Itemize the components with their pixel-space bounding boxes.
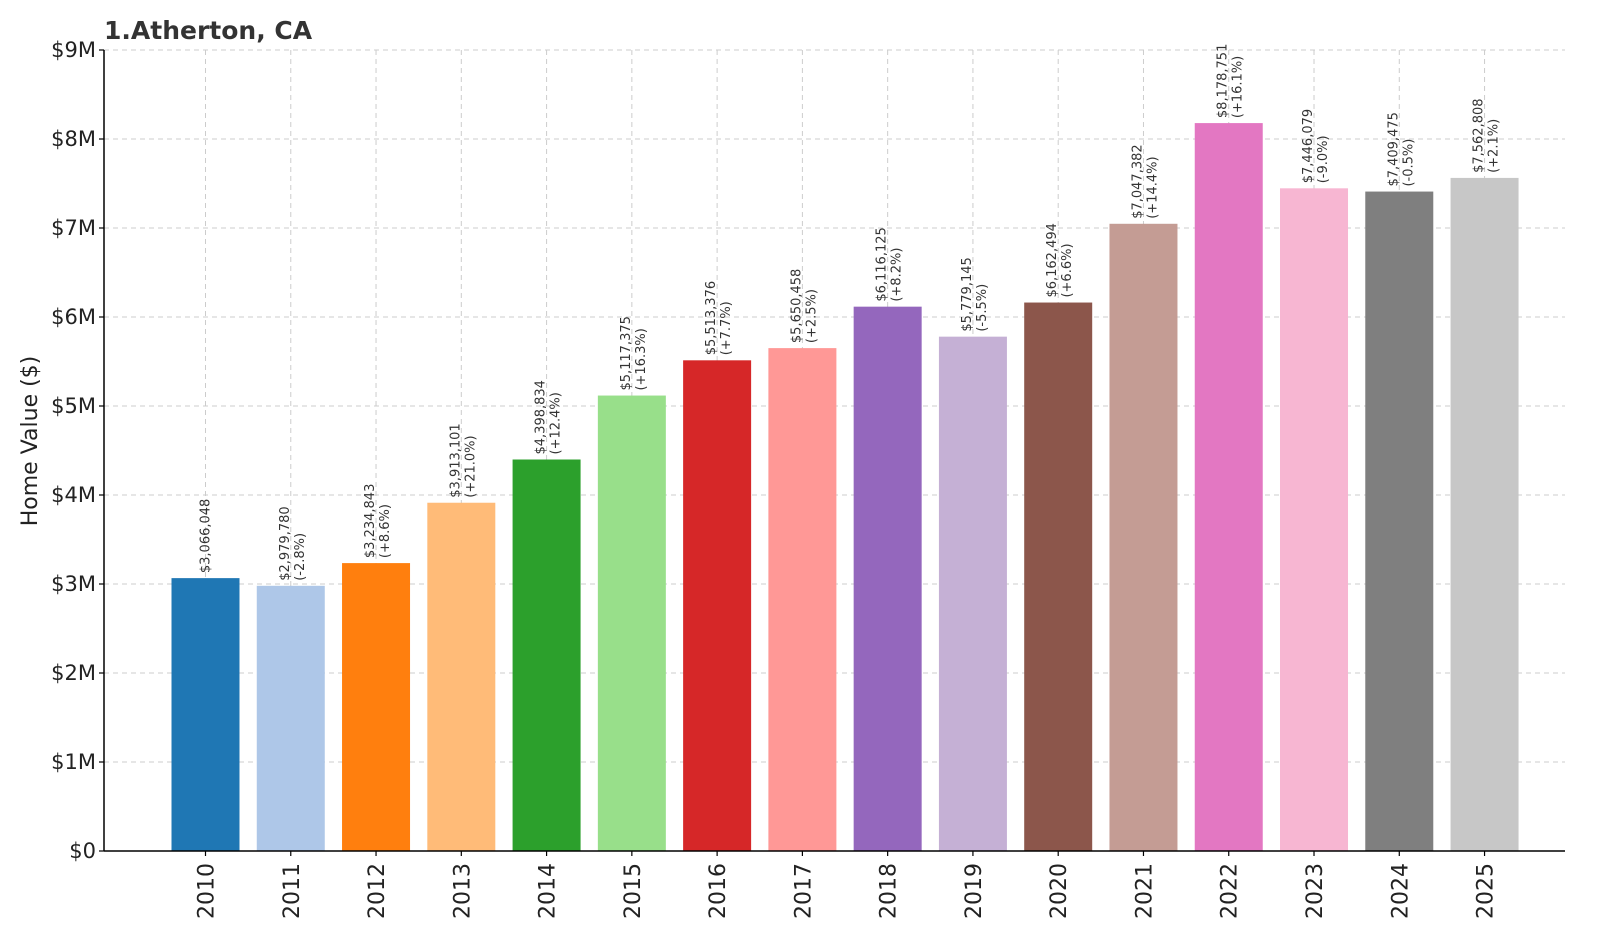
value-label: $8,178,751 [1216,44,1231,118]
y-tick-label: $2M [51,661,96,685]
x-tick-label: 2012 [365,863,390,919]
bar-2025 [1450,177,1519,851]
bar-2016 [683,360,752,851]
change-label: (-5.5%) [975,284,990,332]
bar-2014 [512,459,581,851]
y-axis-label: Home Value ($) [18,356,43,527]
y-tick-label: $3M [51,572,96,596]
change-label: (+16.3%) [634,328,649,390]
bar-2013 [427,502,496,851]
bar-2012 [342,563,411,851]
x-tick-label: 2017 [791,863,816,919]
x-tick-label: 2019 [962,863,987,919]
bar-2019 [938,336,1007,851]
y-tick-label: $6M [51,305,96,329]
x-tick-label: 2021 [1132,863,1157,919]
x-tick-label: 2013 [450,863,475,919]
value-label: $4,398,834 [534,380,549,454]
bar-2020 [1024,302,1093,851]
value-label: $5,117,375 [619,316,634,390]
change-label: (+12.4%) [549,392,564,454]
value-labels-layer: $3,066,048 $2,979,780 (-2.8%) $3,234,843 (+8… [199,44,1502,581]
change-label: (+14.4%) [1145,156,1160,218]
change-label: (-9.0%) [1316,135,1331,183]
change-label: (+6.6%) [1060,243,1075,297]
value-label: $5,650,458 [789,269,804,343]
x-tick-label: 2016 [706,863,731,919]
x-tick-label: 2010 [195,863,220,919]
value-label: $5,779,145 [960,257,975,331]
x-tick-label: 2014 [536,863,561,919]
value-label: $6,162,494 [1045,223,1060,297]
y-tick-label: $4M [51,483,96,507]
y-tick-label: $5M [51,394,96,418]
bar-2017 [768,348,837,851]
change-label: (+2.1%) [1487,119,1502,173]
change-label: (+16.1%) [1231,56,1246,118]
bar-2021 [1109,223,1178,851]
x-tick-label: 2015 [621,863,646,919]
value-label: $7,047,382 [1130,144,1145,218]
value-label: $2,979,780 [278,506,293,580]
bar-2018 [853,306,922,851]
y-tick-label: $8M [51,127,96,151]
bar-2010 [171,578,240,851]
bars-layer [171,123,1519,852]
y-tick-label: $7M [51,216,96,240]
value-label: $7,409,475 [1386,112,1401,186]
x-tick-label: 2025 [1474,863,1499,919]
y-tick-label: $0 [69,839,96,863]
value-label: $3,913,101 [448,423,463,497]
x-tick-label: 2011 [280,863,305,919]
value-label: $7,562,808 [1472,98,1487,172]
value-label: $6,116,125 [875,227,890,301]
chart-title: 1.Atherton, CA [104,16,313,45]
ticks-layer: $0 $1M $2M $3M $4M $5M $6M $7M $8M $9M 2010 2011 201… [51,38,1498,919]
change-label: (-2.8%) [293,533,308,581]
x-tick-label: 2023 [1303,863,1328,919]
change-label: (+7.7%) [719,301,734,355]
y-tick-label: $9M [51,38,96,62]
x-tick-label: 2020 [1047,863,1072,919]
change-label: (+8.2%) [890,248,905,302]
change-label: (-0.5%) [1401,139,1416,187]
change-label: (+21.0%) [463,435,478,497]
bar-2015 [597,395,666,851]
x-tick-label: 2022 [1218,863,1243,919]
value-label: $7,446,079 [1301,109,1316,183]
bar-2011 [256,585,325,851]
value-label: $3,066,048 [199,499,214,573]
value-label: $5,513,376 [704,281,719,355]
bar-2022 [1194,123,1263,851]
bar-2024 [1365,191,1434,851]
change-label: (+8.6%) [378,504,393,558]
bar-2023 [1280,188,1349,852]
x-tick-label: 2018 [877,863,902,919]
change-label: (+2.5%) [804,289,819,343]
value-label: $3,234,843 [363,484,378,558]
x-tick-label: 2024 [1388,863,1413,919]
y-tick-label: $1M [51,750,96,774]
axes-layer [103,50,1565,852]
